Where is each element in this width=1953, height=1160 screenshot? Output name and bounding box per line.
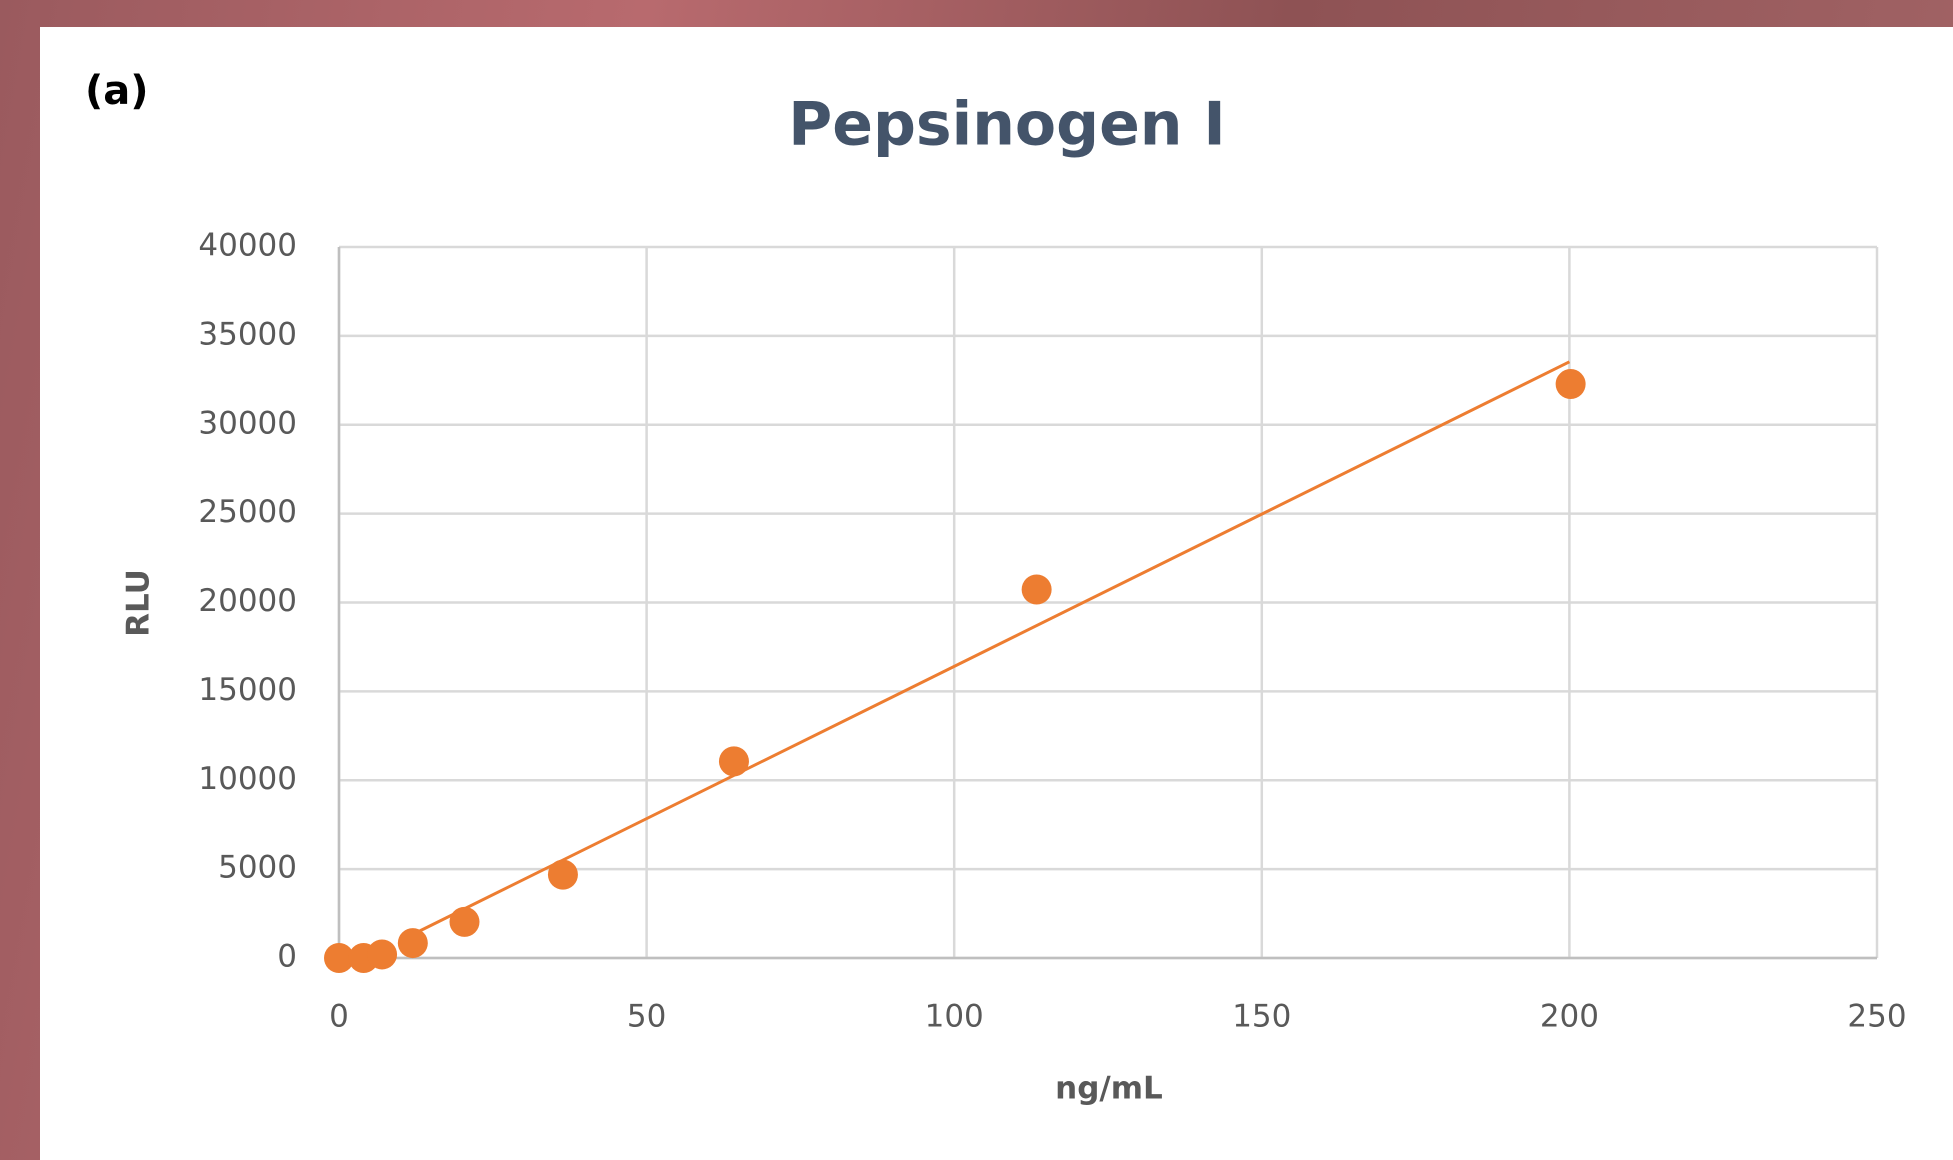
- data-point: [397, 928, 428, 959]
- y-tick-label: 20000: [198, 583, 297, 619]
- x-tick-label: 50: [627, 999, 666, 1035]
- chart-title: Pepsinogen I: [788, 90, 1225, 160]
- x-tick-label: 250: [1847, 999, 1906, 1035]
- y-tick-label: 5000: [218, 850, 297, 886]
- x-axis-label: ng/mL: [1055, 1071, 1163, 1107]
- y-tick-label: 25000: [198, 494, 297, 530]
- x-tick-label: 150: [1232, 999, 1291, 1035]
- data-point: [367, 939, 398, 970]
- x-tick-label: 0: [329, 999, 349, 1035]
- panel-label: (a): [85, 68, 149, 114]
- y-tick-label: 15000: [198, 672, 297, 708]
- y-tick-label: 35000: [198, 316, 297, 352]
- x-tick-label: 200: [1540, 999, 1599, 1035]
- data-point: [547, 859, 578, 890]
- y-axis-label: RLU: [121, 569, 157, 637]
- trendline: [412, 360, 1571, 936]
- data-point: [718, 746, 749, 777]
- data-point: [1555, 369, 1586, 400]
- x-tick-label: 100: [925, 999, 984, 1035]
- panel: [40, 27, 1953, 1160]
- data-point: [1021, 574, 1052, 605]
- y-tick-label: 30000: [198, 405, 297, 441]
- y-tick-label: 10000: [198, 761, 297, 797]
- data-point: [324, 943, 354, 973]
- data-point: [449, 906, 480, 937]
- y-tick-label: 40000: [198, 228, 297, 264]
- y-tick-label: 0: [277, 939, 297, 975]
